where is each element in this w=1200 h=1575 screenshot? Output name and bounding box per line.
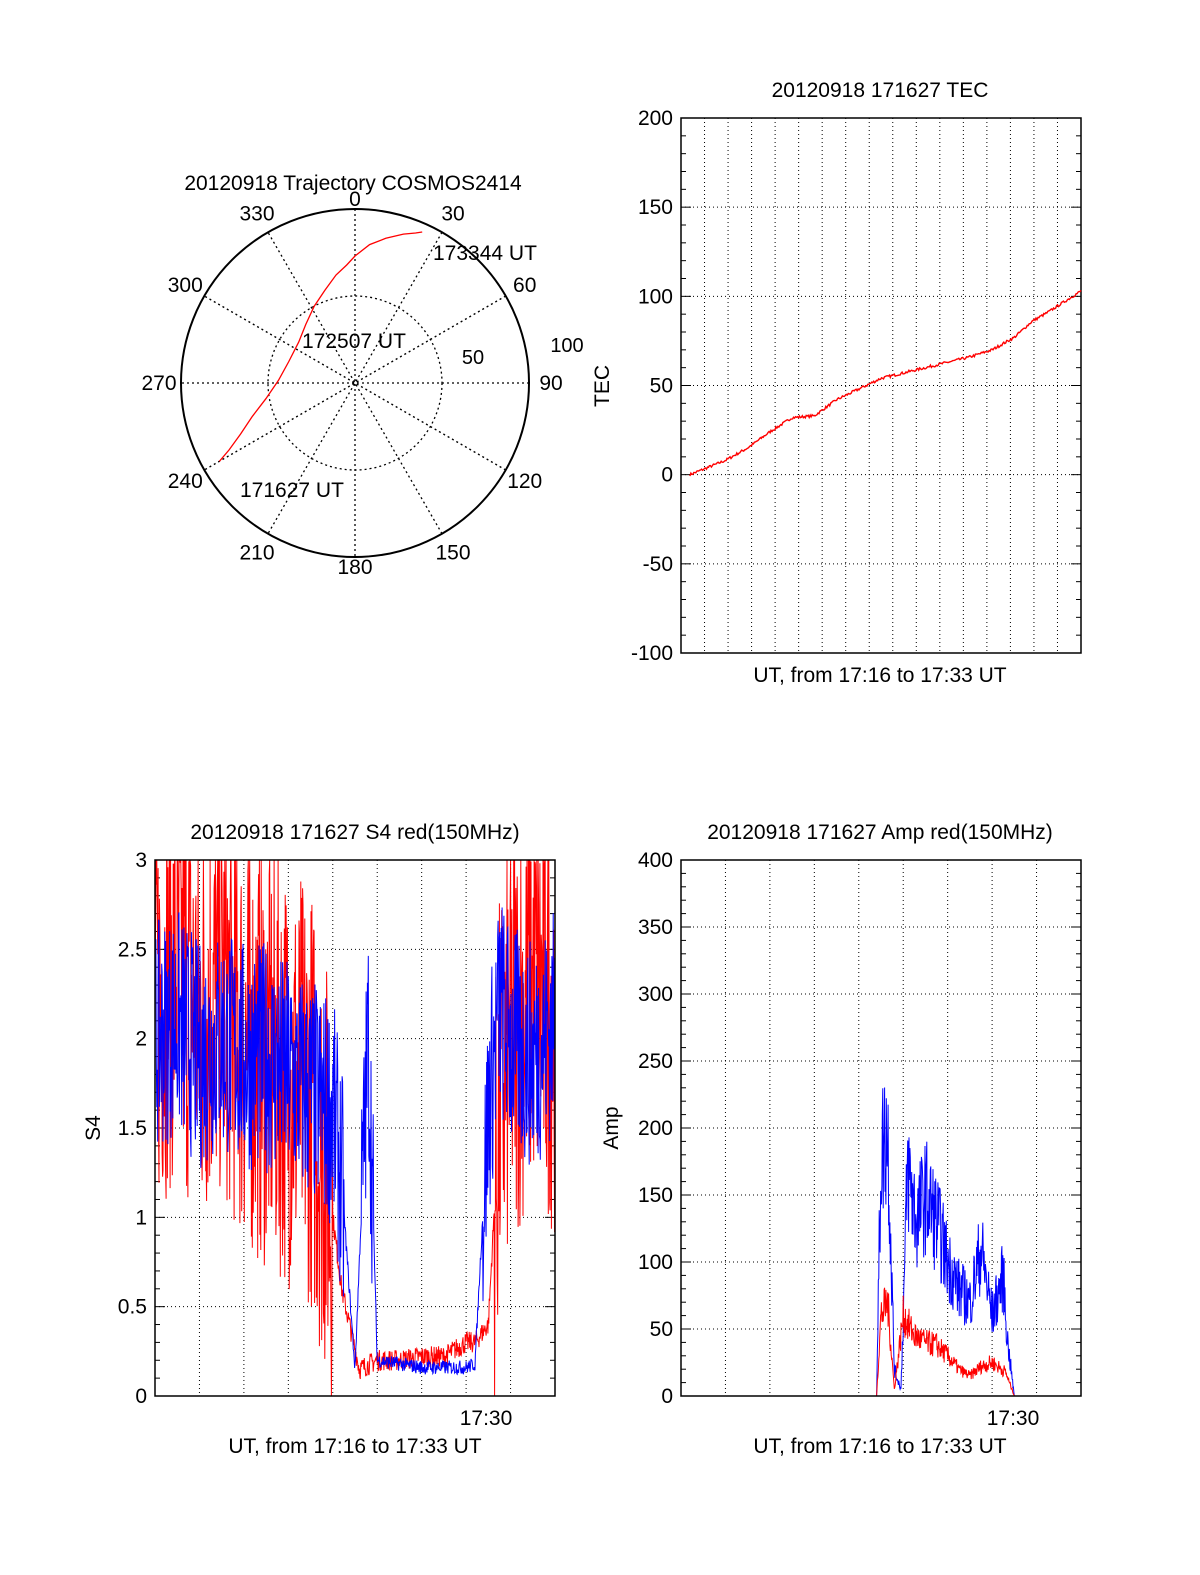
- amp-ytick-label-0: 400: [638, 849, 673, 872]
- s4-xtick-1730: 17:30: [460, 1407, 513, 1430]
- amp-ytick-label-3: 250: [638, 1050, 673, 1073]
- tec-series-line: [689, 289, 1082, 477]
- amp-ytick-label-7: 50: [650, 1318, 673, 1341]
- polar-azimuth-label-210: 210: [239, 542, 274, 565]
- tec-panel: 20120918 171627 TEC 200150100500-50-100 …: [591, 79, 1082, 687]
- amp-plot-frame: [680, 859, 1082, 1397]
- amp-blue-series: [681, 1087, 1081, 1397]
- s4-xlabel: UT, from 17:16 to 17:33 UT: [228, 1435, 481, 1458]
- polar-panel: 20120918 Trajectory COSMOS2414 0 30 60 90 12…: [141, 172, 583, 579]
- s4-plot-frame: [154, 859, 556, 1397]
- polar-azimuth-label-0: 0: [349, 188, 361, 211]
- polar-azimuth-label-180: 180: [337, 556, 372, 579]
- tec-grid: [681, 117, 1081, 654]
- trajectory-mid-label: 172507 UT: [302, 330, 406, 353]
- polar-inner-ring: [267, 295, 443, 471]
- polar-azimuth-label-150: 150: [435, 542, 470, 565]
- amp-ytick-label-6: 100: [638, 1251, 673, 1274]
- amp-y-ticks: 400 350 300 250 200 150 100 50 0: [638, 849, 673, 1408]
- trajectory-start-label: 171627 UT: [240, 479, 344, 502]
- tec-ytick-label-2: 100: [638, 285, 673, 308]
- polar-spokes: [181, 209, 529, 557]
- trajectory-end-label: 173344 UT: [433, 242, 537, 265]
- tec-y-ticks: 200 150 100 50 0 -50 -100: [631, 107, 673, 665]
- amp-ytick-label-1: 350: [638, 916, 673, 939]
- amp-ylabel: Amp: [600, 1106, 623, 1149]
- tec-ytick-label-4: 0: [661, 464, 673, 487]
- polar-azimuth-label-90: 90: [539, 372, 562, 395]
- amp-red-series: [681, 1287, 1081, 1397]
- tec-xlabel: UT, from 17:16 to 17:33 UT: [753, 664, 1006, 687]
- trajectory-track: [218, 231, 423, 462]
- polar-azimuth-label-300: 300: [168, 274, 203, 297]
- amp-panel: 20120918 171627 Amp red(150MHz) 400 350 30…: [600, 821, 1082, 1458]
- amp-ytick-label-8: 0: [661, 1385, 673, 1408]
- s4-ytick-label-5: 0.5: [118, 1296, 147, 1319]
- tec-ytick-label-0: 200: [638, 107, 673, 130]
- s4-ytick-label-4: 1: [135, 1206, 147, 1229]
- polar-spoke-30: [267, 231, 443, 535]
- tec-ytick-label-1: 150: [638, 196, 673, 219]
- amp-grid: [681, 859, 1081, 1397]
- s4-ytick-label-0: 3: [135, 849, 147, 872]
- polar-radial-label-50: 50: [462, 347, 484, 369]
- polar-spoke-150: [267, 231, 443, 535]
- polar-azimuth-label-330: 330: [239, 202, 274, 225]
- tec-ylabel: TEC: [591, 365, 614, 407]
- polar-azimuth-label-270: 270: [141, 372, 176, 395]
- amp-title: 20120918 171627 Amp red(150MHz): [707, 821, 1053, 844]
- s4-panel: 20120918 171627 S4 red(150MHz) 3 2.5 2 1.5 1…: [82, 821, 556, 1458]
- polar-azimuth-label-120: 120: [507, 470, 542, 493]
- amp-xlabel: UT, from 17:16 to 17:33 UT: [753, 1435, 1006, 1458]
- polar-radial-label-100: 100: [550, 335, 583, 357]
- s4-title: 20120918 171627 S4 red(150MHz): [190, 821, 519, 844]
- tec-ytick-label-5: -50: [643, 553, 673, 576]
- polar-title: 20120918 Trajectory COSMOS2414: [184, 172, 522, 195]
- s4-ytick-label-2: 2: [135, 1028, 147, 1051]
- s4-blue-series: [154, 907, 556, 1376]
- tec-title: 20120918 171627 TEC: [772, 79, 989, 102]
- polar-azimuth-label-60: 60: [513, 274, 536, 297]
- amp-ytick-label-2: 300: [638, 983, 673, 1006]
- amp-ytick-label-4: 200: [638, 1117, 673, 1140]
- amp-ytick-label-5: 150: [638, 1184, 673, 1207]
- tec-ytick-label-3: 50: [650, 375, 673, 398]
- polar-azimuth-label-30: 30: [441, 202, 464, 225]
- s4-ytick-label-3: 1.5: [118, 1117, 147, 1140]
- amp-xtick-1730: 17:30: [987, 1407, 1040, 1430]
- tec-ytick-label-6: -100: [631, 642, 673, 665]
- s4-ytick-label-1: 2.5: [118, 938, 147, 961]
- s4-ytick-label-6: 0: [135, 1385, 147, 1408]
- s4-ylabel: S4: [82, 1115, 105, 1141]
- tec-plot-frame: [680, 117, 1082, 654]
- polar-azimuth-label-240: 240: [168, 470, 203, 493]
- polar-azimuth-labels: 0 30 60 90 120 150 180 210 240 270 300 330: [141, 188, 562, 579]
- s4-y-ticks: 3 2.5 2 1.5 1 0.5 0: [118, 849, 147, 1408]
